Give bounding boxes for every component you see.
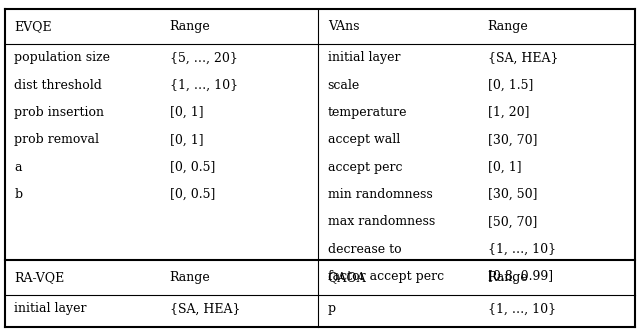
Text: EVQE: EVQE [14,20,52,33]
Text: accept wall: accept wall [328,133,400,147]
Text: [0, 1.5]: [0, 1.5] [488,79,533,92]
Text: {1, …, 10}: {1, …, 10} [488,242,556,256]
Text: [0, 1]: [0, 1] [170,133,204,147]
Text: {SA, HEA}: {SA, HEA} [170,302,240,315]
Text: [1, 20]: [1, 20] [488,106,529,119]
Text: prob removal: prob removal [14,133,99,147]
Text: prob insertion: prob insertion [14,106,104,119]
Text: population size: population size [14,51,110,65]
Text: scale: scale [328,79,360,92]
Text: Range: Range [170,271,211,284]
Text: initial layer: initial layer [14,302,86,315]
Text: Range: Range [488,271,529,284]
Text: {1, …, 10}: {1, …, 10} [488,302,556,315]
Text: VAns: VAns [328,20,359,33]
Text: min randomness: min randomness [328,188,433,201]
Text: a: a [14,161,22,174]
Text: factor accept perc: factor accept perc [328,270,444,283]
Text: max randomness: max randomness [328,215,435,228]
Text: accept perc: accept perc [328,161,402,174]
Text: {1, …, 10}: {1, …, 10} [170,79,237,92]
Text: b: b [14,188,22,201]
Text: [0, 1]: [0, 1] [170,106,204,119]
Text: QAOA: QAOA [328,271,367,284]
Text: decrease to: decrease to [328,242,401,256]
Text: Range: Range [170,20,211,33]
Text: initial layer: initial layer [328,51,400,65]
Text: [50, 70]: [50, 70] [488,215,537,228]
Text: temperature: temperature [328,106,407,119]
Text: Range: Range [488,20,529,33]
Text: dist threshold: dist threshold [14,79,102,92]
Text: [0, 0.5]: [0, 0.5] [170,188,215,201]
Text: [30, 50]: [30, 50] [488,188,537,201]
Text: RA-VQE: RA-VQE [14,271,65,284]
Text: [0, 1]: [0, 1] [488,161,522,174]
Text: {5, …, 20}: {5, …, 20} [170,51,237,65]
Text: {SA, HEA}: {SA, HEA} [488,51,558,65]
Text: [0.8, 0.99]: [0.8, 0.99] [488,270,553,283]
Text: p: p [328,302,336,315]
Text: [30, 70]: [30, 70] [488,133,537,147]
Text: [0, 0.5]: [0, 0.5] [170,161,215,174]
